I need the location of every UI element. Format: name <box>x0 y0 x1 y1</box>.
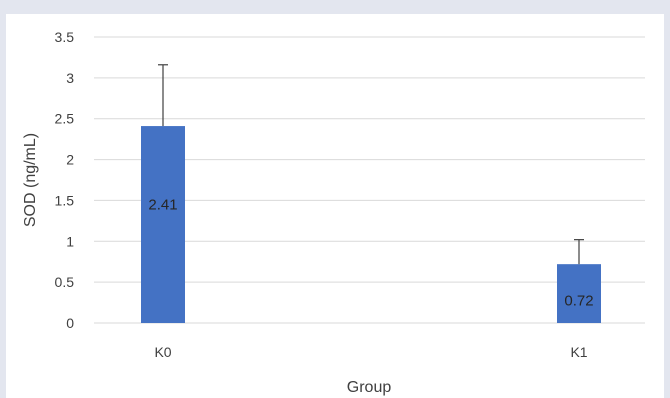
x-axis-tick-labels: K0 K1 <box>154 344 587 360</box>
bars <box>141 126 601 323</box>
y-tick-label: 2 <box>66 152 74 168</box>
error-bars <box>158 64 584 265</box>
y-axis-tick-labels: 0 0.5 1 1.5 2 2.5 3 3.5 <box>55 29 75 331</box>
gridlines <box>94 36 645 324</box>
y-tick-label: 2.5 <box>55 111 75 127</box>
bar-k0 <box>141 126 185 323</box>
y-axis-title: SOD (ng/mL) <box>22 133 39 227</box>
x-axis-title: Group <box>347 379 392 396</box>
x-tick-label-k1: K1 <box>570 344 587 360</box>
y-tick-label: 3 <box>66 70 74 86</box>
y-tick-label: 1 <box>66 233 74 249</box>
bar-k1 <box>557 264 601 323</box>
y-tick-label: 3.5 <box>55 29 75 45</box>
y-tick-label: 1.5 <box>55 192 75 208</box>
data-labels: 2.41 0.72 <box>148 197 593 310</box>
y-tick-label: 0.5 <box>55 274 75 290</box>
x-tick-label-k0: K0 <box>154 344 171 360</box>
y-tick-label: 0 <box>66 315 74 331</box>
data-label-k1: 0.72 <box>564 293 593 310</box>
data-label-k0: 2.41 <box>148 197 177 214</box>
